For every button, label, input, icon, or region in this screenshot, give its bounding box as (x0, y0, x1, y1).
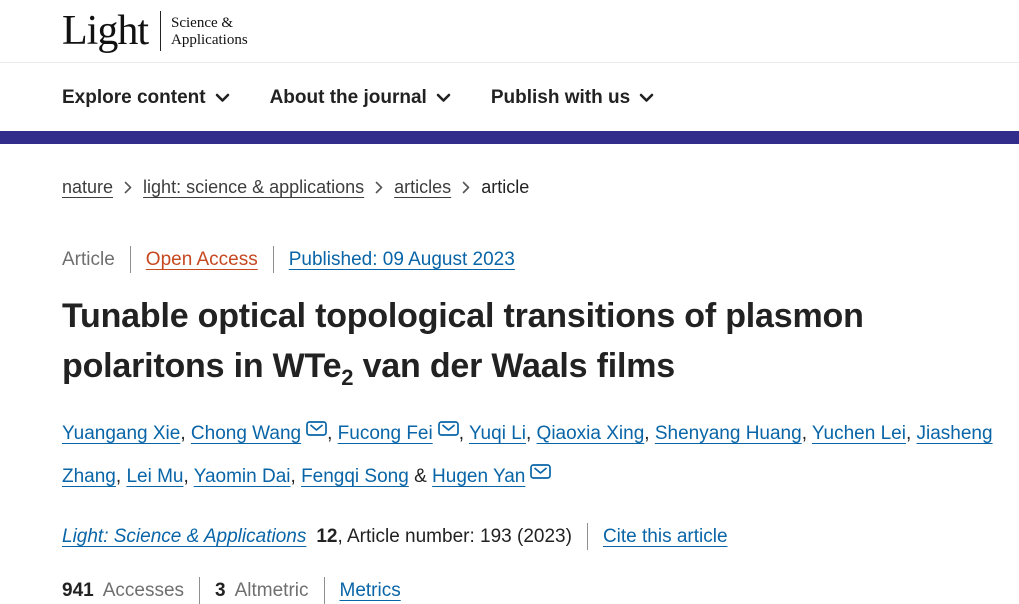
site-header: Light Science & Applications Explore con… (0, 0, 1019, 144)
author-separator: , (290, 466, 302, 487)
author-list: Yuangang Xie, Chong Wang, Fucong Fei, Yu… (62, 412, 999, 498)
author-separator: , (525, 423, 537, 444)
breadcrumb: nature light: science & applications art… (62, 177, 999, 198)
journal-link[interactable]: Light: Science & Applications (62, 525, 307, 547)
separator (586, 523, 588, 550)
altmetric-count: 3 (215, 579, 226, 601)
separator (323, 577, 325, 604)
journal-logo-wordmark: Light (62, 8, 149, 54)
article-title-text: Tunable optical topological transitions … (62, 297, 864, 385)
author-link[interactable]: Fengqi Song (301, 466, 409, 487)
breadcrumb-journal[interactable]: light: science & applications (143, 177, 365, 197)
author-separator: , (905, 423, 917, 444)
email-icon[interactable] (437, 421, 459, 436)
breadcrumb-articles[interactable]: articles (394, 177, 452, 197)
author-link[interactable]: Fucong Fei (337, 423, 433, 444)
separator (129, 246, 131, 273)
nav-explore-content[interactable]: Explore content (62, 87, 230, 109)
author-link[interactable]: Chong Wang (190, 423, 302, 444)
citation-row: Light: Science & Applications 12 , Artic… (62, 523, 999, 550)
author-separator: , (180, 423, 191, 444)
author-separator: , (644, 423, 655, 444)
nav-publish-with-us-label: Publish with us (490, 87, 631, 108)
article-header-section: nature light: science & applications art… (0, 177, 1019, 604)
header-divider (0, 62, 1019, 63)
altmetric-label: Altmetric (234, 579, 309, 601)
author-link[interactable]: Jiasheng Zhang (62, 423, 993, 487)
brand-accent-bar (0, 131, 1019, 144)
nav-explore-content-label: Explore content (62, 87, 206, 108)
journal-logo-subtitle: Science & Applications (171, 13, 248, 50)
journal-logo[interactable]: Light Science & Applications (0, 0, 248, 62)
author-separator: & (408, 466, 433, 487)
cite-this-article-link[interactable]: Cite this article (602, 525, 728, 547)
metrics-row: 941 Accesses 3 Altmetric Metrics (62, 577, 999, 604)
email-icon[interactable] (306, 421, 327, 436)
metrics-link[interactable]: Metrics (339, 579, 401, 601)
chevron-right-icon (124, 181, 132, 194)
journal-logo-subtitle-line1: Science & (171, 14, 234, 31)
logo-divider (160, 11, 161, 51)
nav-about-the-journal[interactable]: About the journal (270, 87, 451, 109)
nav-publish-with-us[interactable]: Publish with us (491, 87, 654, 109)
article-type-label: Article (62, 248, 115, 270)
chevron-right-icon (462, 181, 470, 194)
author-separator: , (115, 466, 127, 487)
author-link[interactable]: Shenyang Huang (654, 423, 802, 444)
main-nav: Explore content About the journal Publis… (0, 63, 1019, 131)
author-link[interactable]: Yuchen Lei (811, 423, 906, 444)
author-separator: , (458, 423, 469, 444)
separator (272, 246, 274, 273)
author-link[interactable]: Yaomin Dai (193, 466, 291, 487)
author-link[interactable]: Lei Mu (126, 466, 184, 487)
chevron-down-icon (436, 93, 451, 102)
accesses-count: 941 (62, 579, 94, 601)
article-title-subscript: 2 (341, 364, 354, 390)
journal-logo-subtitle-line2: Applications (171, 32, 248, 48)
article-meta-row: Article Open Access Published: 09 August… (62, 246, 999, 273)
separator (199, 577, 201, 604)
accesses-label: Accesses (102, 579, 185, 601)
chevron-right-icon (375, 181, 383, 194)
chevron-down-icon (639, 93, 654, 102)
author-separator: , (327, 423, 338, 444)
volume-number: 12 (316, 525, 338, 547)
breadcrumb-nature[interactable]: nature (62, 177, 114, 197)
author-link[interactable]: Hugen Yan (432, 466, 526, 487)
breadcrumb-article: article (481, 177, 530, 197)
author-link[interactable]: Yuangang Xie (62, 423, 181, 444)
chevron-down-icon (215, 93, 229, 102)
article-title-text: van der Waals films (353, 347, 676, 385)
nav-about-the-journal-label: About the journal (269, 87, 427, 108)
author-separator: , (801, 423, 812, 444)
author-separator: , (183, 466, 194, 487)
email-icon[interactable] (530, 464, 552, 479)
published-date-link[interactable]: Published: 09 August 2023 (288, 248, 515, 270)
article-number-text: , Article number: 193 (2023) (337, 525, 572, 547)
article-title: Tunable optical topological transitions … (62, 291, 992, 391)
author-link[interactable]: Qiaoxia Xing (536, 423, 645, 444)
open-access-link[interactable]: Open Access (145, 248, 258, 270)
author-link[interactable]: Yuqi Li (468, 423, 526, 444)
